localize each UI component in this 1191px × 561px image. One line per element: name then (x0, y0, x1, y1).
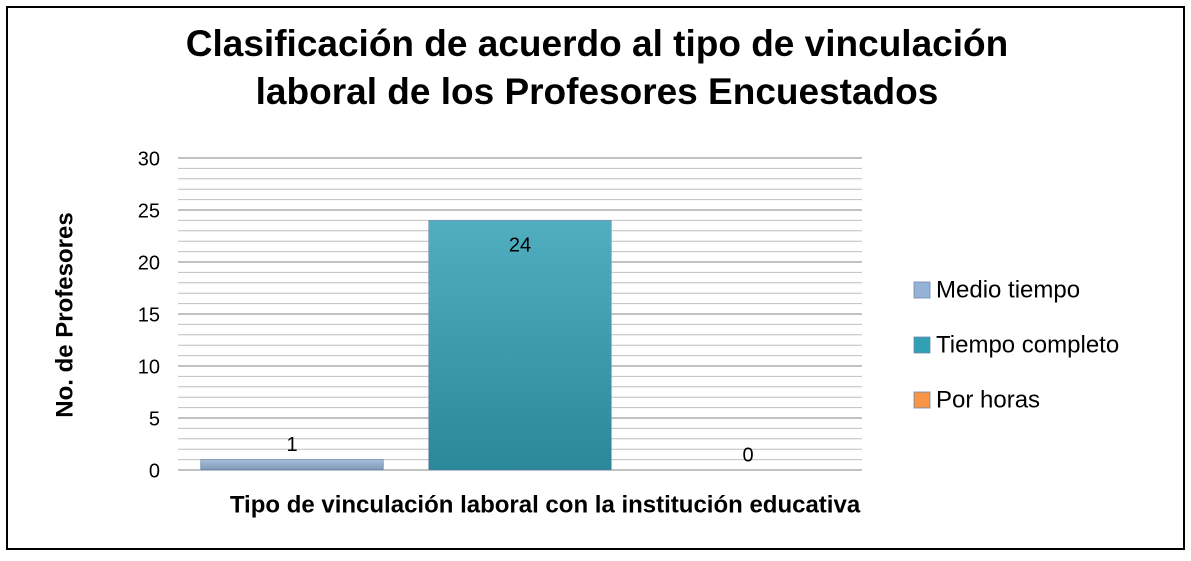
y-tick-label: 30 (138, 148, 160, 170)
legend-label: Medio tiempo (936, 276, 1080, 303)
y-tick-label: 0 (149, 460, 160, 482)
x-axis-label: Tipo de vinculación laboral con la insti… (230, 491, 861, 518)
legend-marker (913, 336, 931, 354)
y-tick-label: 10 (138, 356, 160, 378)
data-label: 1 (286, 434, 297, 456)
legend-label: Tiempo completo (936, 331, 1119, 358)
y-tick-label: 5 (149, 408, 160, 430)
y-tick-label: 15 (138, 304, 160, 326)
y-tick-label: 20 (138, 252, 160, 274)
bar-shade (428, 220, 612, 470)
legend-marker (913, 391, 931, 409)
legend-label: Por horas (936, 386, 1040, 413)
y-tick-label: 25 (138, 200, 160, 222)
chart-title: Clasificación de acuerdo al tipo de vinc… (186, 23, 1008, 112)
legend-marker (913, 281, 931, 299)
bar-shade (200, 459, 384, 470)
data-label: 24 (509, 235, 531, 257)
y-axis-label: No. de Profesores (51, 212, 78, 417)
data-label: 0 (742, 444, 753, 466)
